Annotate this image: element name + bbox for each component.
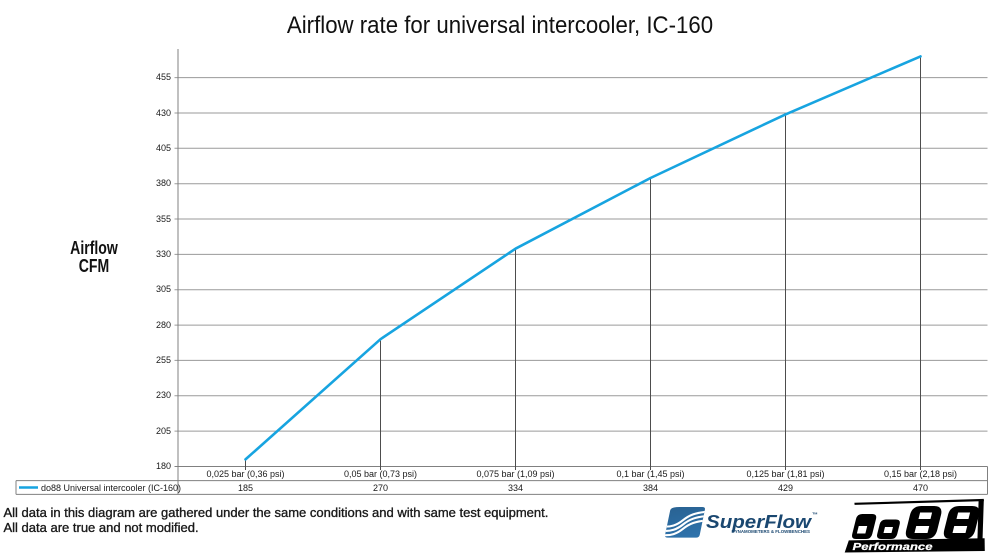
svg-text:™: ™ <box>812 512 818 519</box>
svg-text:DYNAMOMETERS & FLOWBENCHES: DYNAMOMETERS & FLOWBENCHES <box>732 529 811 534</box>
svg-text:SuperFlow: SuperFlow <box>706 511 813 532</box>
svg-text:Performance: Performance <box>853 541 933 553</box>
